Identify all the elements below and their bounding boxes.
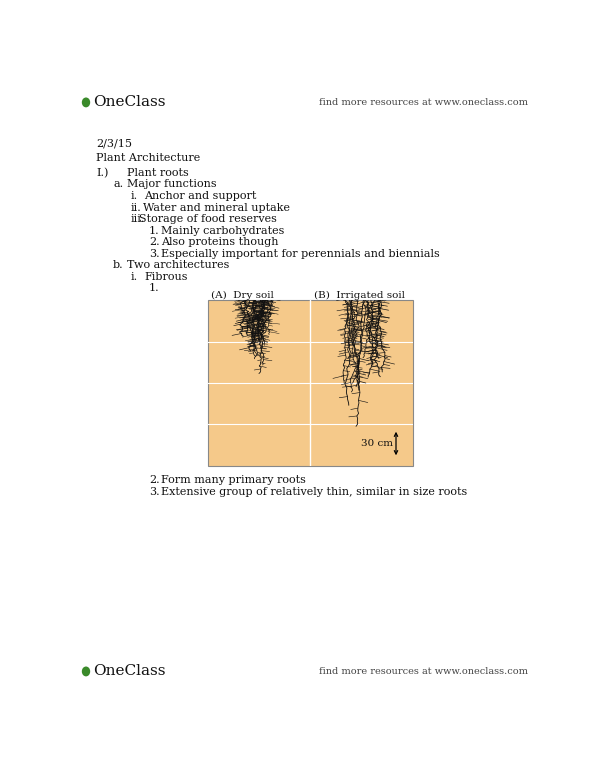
Text: find more resources at www.oneclass.com: find more resources at www.oneclass.com — [319, 667, 528, 676]
Text: Also proteins though: Also proteins though — [161, 237, 278, 247]
Ellipse shape — [83, 667, 89, 676]
Text: Mainly carbohydrates: Mainly carbohydrates — [161, 226, 284, 236]
Text: Form many primary roots: Form many primary roots — [161, 475, 306, 485]
Text: Two architectures: Two architectures — [127, 260, 230, 270]
Text: i.: i. — [130, 191, 137, 201]
Text: Major functions: Major functions — [127, 179, 217, 189]
Text: find more resources at www.oneclass.com: find more resources at www.oneclass.com — [319, 98, 528, 107]
Text: ii.: ii. — [130, 203, 141, 213]
Text: i.: i. — [130, 272, 137, 282]
Text: OneClass: OneClass — [93, 95, 165, 109]
Text: Water and mineral uptake: Water and mineral uptake — [143, 203, 290, 213]
Text: (A)  Dry soil: (A) Dry soil — [211, 290, 274, 300]
Text: 1.: 1. — [149, 283, 159, 293]
Bar — [208, 300, 413, 466]
Text: Plant roots: Plant roots — [127, 168, 189, 178]
Text: Storage of food reserves: Storage of food reserves — [139, 214, 277, 224]
Text: Fibrous: Fibrous — [144, 272, 187, 282]
Text: OneClass: OneClass — [93, 665, 165, 678]
Ellipse shape — [83, 98, 89, 106]
Text: Extensive group of relatively thin, similar in size roots: Extensive group of relatively thin, simi… — [161, 487, 468, 497]
Text: 3.: 3. — [149, 487, 159, 497]
Text: Anchor and support: Anchor and support — [144, 191, 256, 201]
Text: a.: a. — [113, 179, 123, 189]
Text: Plant Architecture: Plant Architecture — [96, 153, 201, 163]
Text: b.: b. — [113, 260, 124, 270]
Text: I.): I.) — [96, 168, 108, 178]
Text: iii.: iii. — [130, 214, 145, 224]
Text: 2.: 2. — [149, 475, 159, 485]
Text: 30 cm: 30 cm — [361, 439, 393, 448]
Text: 3.: 3. — [149, 249, 159, 259]
Text: (B)  Irrigated soil: (B) Irrigated soil — [315, 290, 405, 300]
Text: 2.: 2. — [149, 237, 159, 247]
Text: Especially important for perennials and biennials: Especially important for perennials and … — [161, 249, 440, 259]
Text: 1.: 1. — [149, 226, 159, 236]
Text: 2/3/15: 2/3/15 — [96, 139, 132, 149]
